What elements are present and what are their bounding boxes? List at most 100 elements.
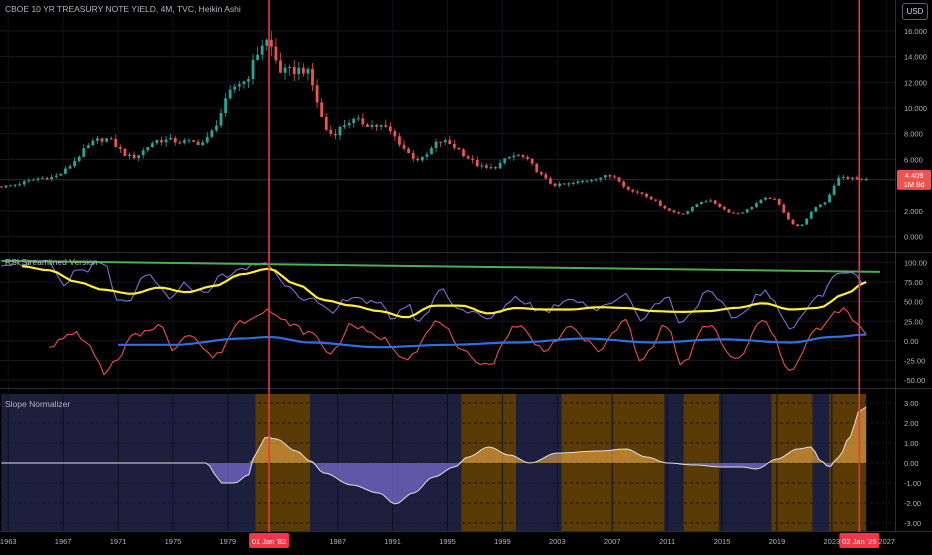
candle-body[interactable] xyxy=(864,179,868,181)
candle-body[interactable] xyxy=(768,197,772,199)
candle-body[interactable] xyxy=(635,191,639,193)
candle-body[interactable] xyxy=(434,141,438,149)
candle-body[interactable] xyxy=(430,148,433,155)
candle-body[interactable] xyxy=(338,126,342,136)
candle-body[interactable] xyxy=(356,118,360,120)
candle-body[interactable] xyxy=(169,137,173,140)
candle-body[interactable] xyxy=(201,142,205,146)
candle-body[interactable] xyxy=(274,46,278,61)
candle-body[interactable] xyxy=(462,149,465,157)
candle-body[interactable] xyxy=(777,198,781,205)
rsi-series-line[interactable] xyxy=(1,259,880,273)
candle-body[interactable] xyxy=(571,183,575,185)
candle-body[interactable] xyxy=(754,203,758,208)
candle-body[interactable] xyxy=(324,116,328,130)
candle-body[interactable] xyxy=(347,123,351,126)
candle-body[interactable] xyxy=(118,147,122,149)
candle-body[interactable] xyxy=(677,212,680,214)
candle-body[interactable] xyxy=(654,199,658,201)
candle-body[interactable] xyxy=(0,186,3,188)
candle-body[interactable] xyxy=(599,177,603,180)
candle-body[interactable] xyxy=(686,211,690,214)
candle-body[interactable] xyxy=(700,202,703,205)
candle-body[interactable] xyxy=(553,183,557,187)
candle-body[interactable] xyxy=(576,181,580,184)
candle-body[interactable] xyxy=(471,158,475,160)
candle-body[interactable] xyxy=(96,138,99,141)
candle-body[interactable] xyxy=(759,199,763,204)
candle-body[interactable] xyxy=(91,140,95,146)
candle-body[interactable] xyxy=(320,102,324,117)
candle-body[interactable] xyxy=(544,174,548,179)
candle-body[interactable] xyxy=(613,176,616,178)
candle-body[interactable] xyxy=(333,133,337,136)
candle-body[interactable] xyxy=(388,126,392,132)
candle-body[interactable] xyxy=(45,177,49,180)
candle-body[interactable] xyxy=(603,175,607,178)
candle-body[interactable] xyxy=(155,140,159,144)
candle-body[interactable] xyxy=(489,167,493,169)
candle-body[interactable] xyxy=(828,194,831,203)
candle-body[interactable] xyxy=(210,130,214,137)
candle-body[interactable] xyxy=(814,207,818,212)
candle-body[interactable] xyxy=(343,125,346,127)
candle-body[interactable] xyxy=(494,167,497,169)
candle-body[interactable] xyxy=(498,162,502,169)
candle-body[interactable] xyxy=(384,125,388,127)
candle-body[interactable] xyxy=(315,85,319,103)
candle-body[interactable] xyxy=(306,68,310,74)
candle-body[interactable] xyxy=(439,141,443,143)
candle-body[interactable] xyxy=(709,200,713,202)
candle-body[interactable] xyxy=(567,183,571,185)
candle-body[interactable] xyxy=(105,138,109,142)
candle-body[interactable] xyxy=(114,139,118,148)
candle-body[interactable] xyxy=(398,136,401,145)
candle-body[interactable] xyxy=(841,176,845,178)
candle-body[interactable] xyxy=(237,84,241,87)
candle-body[interactable] xyxy=(407,148,411,154)
candle-body[interactable] xyxy=(215,125,218,131)
candle-body[interactable] xyxy=(18,184,22,186)
candle-body[interactable] xyxy=(530,158,534,164)
candle-body[interactable] xyxy=(146,147,150,151)
candle-body[interactable] xyxy=(521,155,525,157)
candle-body[interactable] xyxy=(846,176,850,179)
candle-body[interactable] xyxy=(713,200,717,204)
candle-body[interactable] xyxy=(727,209,731,213)
candle-body[interactable] xyxy=(311,68,314,86)
rsi-series-line[interactable] xyxy=(21,265,867,319)
candle-body[interactable] xyxy=(503,158,507,163)
rsi-series-lines[interactable] xyxy=(1,259,880,376)
candle-body[interactable] xyxy=(279,60,282,73)
candle-body[interactable] xyxy=(581,180,584,182)
candle-body[interactable] xyxy=(150,143,154,148)
candle-body[interactable] xyxy=(562,183,566,185)
candle-body[interactable] xyxy=(443,140,447,143)
candle-body[interactable] xyxy=(192,140,195,142)
heikin-ashi-candles[interactable] xyxy=(0,30,868,227)
candle-body[interactable] xyxy=(452,144,456,148)
candle-body[interactable] xyxy=(64,168,67,174)
candle-body[interactable] xyxy=(745,209,749,213)
candle-body[interactable] xyxy=(796,224,799,227)
candle-body[interactable] xyxy=(736,213,740,215)
slope-line[interactable] xyxy=(1,406,867,505)
candle-body[interactable] xyxy=(517,155,520,157)
candle-body[interactable] xyxy=(32,179,35,181)
candle-body[interactable] xyxy=(54,175,58,177)
candle-body[interactable] xyxy=(86,145,90,149)
candle-body[interactable] xyxy=(247,79,250,82)
candle-body[interactable] xyxy=(704,201,708,203)
candle-body[interactable] xyxy=(132,154,136,159)
candle-body[interactable] xyxy=(645,193,648,197)
candle-body[interactable] xyxy=(448,140,452,145)
candle-body[interactable] xyxy=(672,210,676,213)
candle-body[interactable] xyxy=(668,208,671,211)
candle-body[interactable] xyxy=(219,112,223,126)
currency-button[interactable]: USD xyxy=(902,3,928,20)
candle-body[interactable] xyxy=(137,155,141,159)
candle-body[interactable] xyxy=(466,156,470,159)
candle-body[interactable] xyxy=(77,156,81,162)
